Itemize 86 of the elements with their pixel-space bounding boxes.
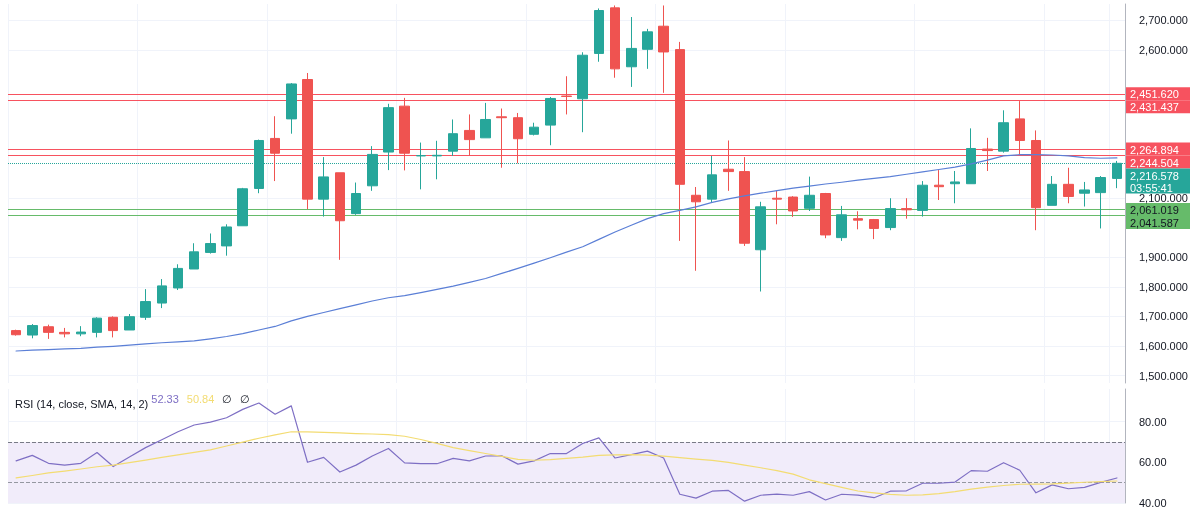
ref-line-label: 2,041.587 <box>1130 216 1179 229</box>
candlestick <box>205 232 216 255</box>
candlestick <box>11 329 21 337</box>
candlestick <box>950 170 960 204</box>
candlestick <box>237 187 248 227</box>
candlestick <box>577 51 588 133</box>
y-tick-label: 2,700.000 <box>1139 14 1188 27</box>
candlestick <box>594 7 604 63</box>
candlestick <box>399 97 410 171</box>
candlestick <box>124 313 135 331</box>
candlestick <box>27 323 38 339</box>
candlestick <box>982 137 993 172</box>
candlestick <box>917 180 928 218</box>
line-series <box>15 402 1118 502</box>
candlestick <box>448 118 458 157</box>
candlestick <box>642 28 653 70</box>
candlestick <box>755 201 766 293</box>
ref-line-label: 2,264.894 <box>1130 143 1179 156</box>
y-tick-label: 40.00 <box>1139 497 1167 509</box>
candlestick <box>658 4 669 94</box>
candlestick <box>157 278 167 309</box>
candlestick <box>804 176 815 212</box>
candlestick <box>836 205 847 242</box>
candlestick <box>496 108 507 169</box>
candlestick <box>59 327 70 338</box>
candlestick <box>723 140 734 192</box>
candlestick <box>1015 100 1025 155</box>
candlestick <box>869 218 879 240</box>
candlestick <box>772 190 782 225</box>
candlestick <box>173 263 183 291</box>
y-tick-label: 80.00 <box>1139 415 1167 428</box>
y-tick-label: 1,600.000 <box>1139 339 1188 352</box>
candlestick <box>302 72 313 210</box>
candlestick <box>675 41 685 242</box>
y-tick-label: 60.00 <box>1139 456 1167 469</box>
candlestick <box>820 192 831 239</box>
candlestick <box>76 325 86 337</box>
candlestick <box>335 172 345 261</box>
candlestick <box>189 242 199 270</box>
ref-line-label: 2,216.578 03:55:41 <box>1130 169 1179 194</box>
ref-line-label: 2,244.504 <box>1130 156 1179 169</box>
candlestick <box>480 102 491 139</box>
candlestick <box>691 186 701 272</box>
y-tick-label: 2,600.000 <box>1139 43 1188 56</box>
annotation: 50.84 <box>186 392 215 405</box>
candlestick <box>529 122 539 136</box>
candlestick <box>1047 175 1057 206</box>
y-tick-label: 1,500.000 <box>1139 369 1188 382</box>
candlestick <box>351 182 361 216</box>
candlestick <box>853 210 863 230</box>
candlestick <box>901 197 912 220</box>
candlestick <box>626 16 637 88</box>
candlestick <box>998 109 1009 154</box>
y-tick-label: 1,800.000 <box>1139 280 1188 293</box>
line-series <box>15 431 1118 496</box>
candlestick <box>464 113 475 157</box>
annotation: 52.33 <box>151 392 179 405</box>
candlestick <box>1095 175 1106 229</box>
candlestick <box>739 156 750 247</box>
candlestick <box>221 223 232 257</box>
candlestick <box>1079 181 1090 208</box>
candlestick <box>885 197 896 231</box>
candlestick <box>1063 167 1074 204</box>
candlestick <box>1031 129 1041 231</box>
ref-line-label: 2,451.620 <box>1130 88 1179 101</box>
candlestick <box>561 75 572 115</box>
candlestick <box>610 4 620 79</box>
candlestick <box>270 115 280 182</box>
annotation: ∅ <box>240 392 251 405</box>
candlestick <box>108 315 118 338</box>
candlestick <box>43 324 54 340</box>
candlestick <box>934 169 944 201</box>
ref-line-label: 2,431.437 <box>1130 101 1179 114</box>
candlestick <box>92 316 102 338</box>
annotation: ∅ <box>222 392 233 405</box>
y-tick-label: 1,700.000 <box>1139 310 1188 323</box>
candlestick <box>788 195 798 218</box>
candlestick <box>140 288 151 321</box>
candlestick <box>286 82 297 135</box>
y-tick-label: 1,900.000 <box>1139 251 1188 264</box>
y-tick-label: 2,100.000 <box>1139 191 1188 204</box>
line-series <box>15 154 1118 352</box>
text: RSI (14, close, SMA, 14, 2) <box>15 397 149 410</box>
ref-line-label: 2,061.019 <box>1130 203 1179 216</box>
candlestick <box>545 96 556 146</box>
candlestick <box>513 112 523 164</box>
